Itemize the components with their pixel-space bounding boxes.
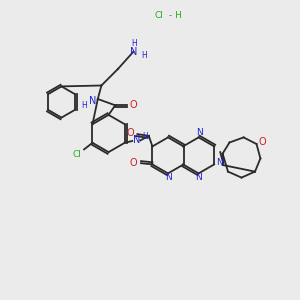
Text: O: O [130, 158, 138, 168]
Text: H: H [81, 101, 87, 110]
Text: O: O [126, 128, 134, 138]
Text: N: N [195, 173, 202, 182]
Text: Cl: Cl [154, 11, 164, 20]
Text: N: N [130, 46, 137, 57]
Text: H: H [131, 39, 137, 48]
Text: H: H [142, 132, 148, 141]
Text: N: N [216, 158, 223, 167]
Text: O: O [130, 100, 138, 110]
Text: N: N [89, 96, 96, 106]
Text: H: H [141, 51, 147, 60]
Text: N: N [133, 135, 140, 146]
Text: N: N [196, 128, 202, 137]
Text: O: O [259, 136, 266, 147]
Text: Cl: Cl [73, 150, 81, 159]
Text: N: N [165, 173, 171, 182]
Text: - H: - H [169, 11, 182, 20]
